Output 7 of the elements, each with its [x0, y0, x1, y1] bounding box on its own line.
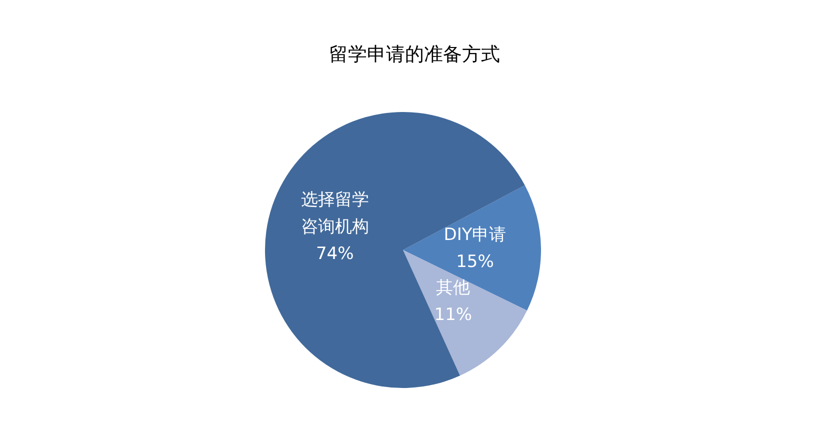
- data-label: 15%: [456, 252, 494, 272]
- slice-label: DIY申请: [444, 225, 506, 246]
- slice-label: 其他: [436, 278, 470, 298]
- chart-title: 留学申请的准备方式: [329, 44, 500, 66]
- data-label: 74%: [316, 244, 354, 264]
- data-label: 11%: [434, 305, 472, 326]
- slice-label: 选择留学咨询机构: [300, 190, 369, 237]
